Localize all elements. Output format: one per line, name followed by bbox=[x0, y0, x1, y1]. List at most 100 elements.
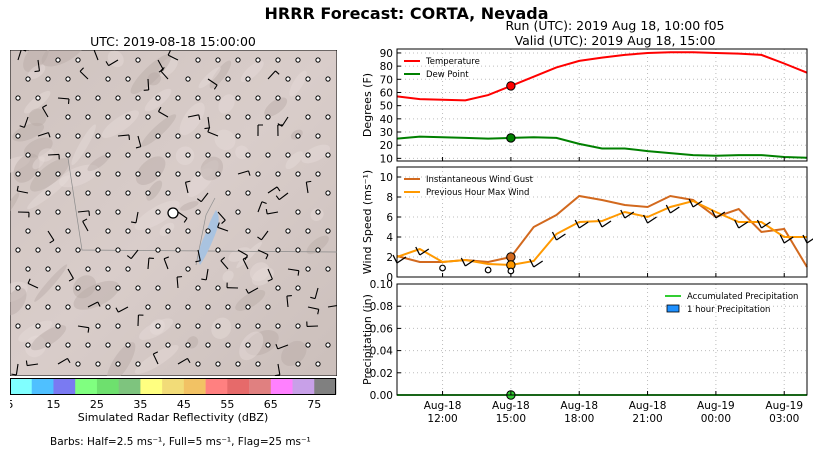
calm-wind-marker bbox=[275, 323, 281, 329]
terrain-ridge bbox=[34, 264, 68, 302]
colorbar-title: Simulated Radar Reflectivity (dBZ) bbox=[77, 411, 269, 424]
run-info: Run (UTC): 2019 Aug 18, 10:00 f05 Valid … bbox=[420, 18, 810, 48]
colorbar-cell bbox=[96, 378, 119, 395]
calm-wind-marker bbox=[125, 342, 131, 348]
x-tick-label-time: 21:00 bbox=[632, 413, 662, 425]
calm-wind-marker bbox=[315, 247, 321, 253]
wind-barb bbox=[201, 268, 209, 281]
calm-wind-marker bbox=[65, 304, 71, 310]
calm-wind-marker bbox=[255, 57, 261, 63]
calm-wind-marker bbox=[305, 342, 311, 348]
calm-wind-marker bbox=[145, 190, 151, 196]
wind-barb bbox=[275, 192, 289, 201]
calm-wind-marker bbox=[484, 266, 492, 274]
wind-barb bbox=[267, 70, 280, 80]
calm-wind-marker bbox=[165, 304, 171, 310]
wind-barb bbox=[47, 230, 55, 244]
terrain-ridge bbox=[147, 72, 161, 86]
calm-wind-marker bbox=[105, 304, 111, 310]
terrain-ridge bbox=[135, 156, 166, 186]
terrain-ridge bbox=[71, 124, 96, 166]
x-tick-label-date: Aug-18 bbox=[560, 400, 598, 412]
colorbar-cell bbox=[249, 378, 272, 395]
colorbar-cell bbox=[162, 378, 185, 395]
y-tick-label: 0.10 bbox=[370, 279, 393, 291]
colorbar-tick-label: 45 bbox=[177, 398, 191, 410]
y-axis-label: Precipitation (in) bbox=[361, 294, 374, 385]
wind-barb bbox=[597, 218, 612, 228]
calm-wind-marker bbox=[295, 171, 301, 177]
calm-wind-marker bbox=[65, 76, 71, 82]
calm-wind-marker bbox=[195, 209, 201, 215]
wind-barb bbox=[245, 287, 259, 294]
calm-wind-marker bbox=[45, 76, 51, 82]
wind-panel: 0 2 4 6 8 10 Wind Speed (ms⁻¹) Instantaneous Wi… bbox=[361, 166, 813, 284]
wind-barb bbox=[242, 256, 249, 270]
wind-barb bbox=[177, 357, 191, 365]
calm-wind-marker bbox=[75, 133, 81, 139]
calm-wind-marker bbox=[15, 247, 21, 253]
calm-wind-marker bbox=[25, 152, 31, 158]
wind-barb bbox=[327, 304, 337, 308]
y-tick-label: 0.04 bbox=[370, 346, 394, 358]
terrain-ridge bbox=[87, 154, 110, 172]
wind-barb bbox=[265, 208, 279, 215]
calm-wind-marker bbox=[65, 190, 71, 196]
terrain-ridge bbox=[18, 320, 53, 342]
wind-barb bbox=[306, 321, 319, 328]
wind-barb bbox=[34, 59, 41, 73]
wind-barb bbox=[226, 282, 239, 289]
wind-barb bbox=[307, 306, 320, 315]
terrain-ridge bbox=[281, 340, 307, 366]
calm-wind-marker bbox=[507, 267, 515, 275]
terrain-ridge bbox=[146, 180, 163, 201]
series-line bbox=[396, 135, 808, 159]
wind-barb bbox=[551, 231, 566, 241]
calm-wind-marker bbox=[95, 209, 101, 215]
calm-wind-marker bbox=[235, 133, 241, 139]
calm-wind-marker bbox=[235, 323, 241, 329]
terrain-ridge bbox=[235, 145, 249, 160]
plot-frame bbox=[396, 283, 808, 396]
calm-wind-marker bbox=[15, 285, 21, 291]
wind-barb bbox=[167, 50, 179, 61]
colorbar-cell bbox=[292, 378, 315, 395]
calm-wind-marker bbox=[195, 171, 201, 177]
calm-wind-marker bbox=[225, 190, 231, 196]
calm-wind-marker bbox=[35, 247, 41, 253]
calm-wind-marker bbox=[125, 114, 131, 120]
terrain-ridge bbox=[106, 342, 136, 376]
lake bbox=[198, 210, 219, 265]
calm-wind-marker bbox=[315, 361, 321, 367]
calm-wind-marker bbox=[115, 95, 121, 101]
calm-wind-marker bbox=[215, 361, 221, 367]
calm-wind-marker bbox=[125, 152, 131, 158]
calm-wind-marker bbox=[85, 152, 91, 158]
wind-barb bbox=[195, 249, 201, 263]
colorbar-cell bbox=[53, 378, 76, 395]
legend-label: Accumulated Precipitation bbox=[687, 292, 798, 302]
wind-barb bbox=[47, 153, 60, 160]
calm-wind-marker bbox=[85, 266, 91, 272]
wind-barb bbox=[257, 230, 269, 241]
calm-wind-marker bbox=[75, 247, 81, 253]
calm-wind-marker bbox=[95, 285, 101, 291]
calm-wind-marker bbox=[155, 95, 161, 101]
calm-wind-marker bbox=[35, 209, 41, 215]
wind-barb bbox=[11, 363, 19, 376]
calm-wind-marker bbox=[105, 76, 111, 82]
y-tick-label: 0.00 bbox=[370, 390, 393, 402]
calm-wind-marker bbox=[235, 57, 241, 63]
calm-wind-marker bbox=[265, 152, 271, 158]
calm-wind-marker bbox=[15, 171, 21, 177]
wind-barb bbox=[237, 170, 251, 176]
y-tick-label: 20 bbox=[380, 140, 393, 152]
calm-wind-marker bbox=[295, 247, 301, 253]
calm-wind-marker bbox=[255, 323, 261, 329]
county-border bbox=[67, 157, 337, 253]
calm-wind-marker bbox=[155, 285, 161, 291]
terrain-ridge bbox=[198, 67, 221, 89]
calm-wind-marker bbox=[195, 133, 201, 139]
calm-wind-marker bbox=[325, 342, 331, 348]
calm-wind-marker bbox=[175, 95, 181, 101]
